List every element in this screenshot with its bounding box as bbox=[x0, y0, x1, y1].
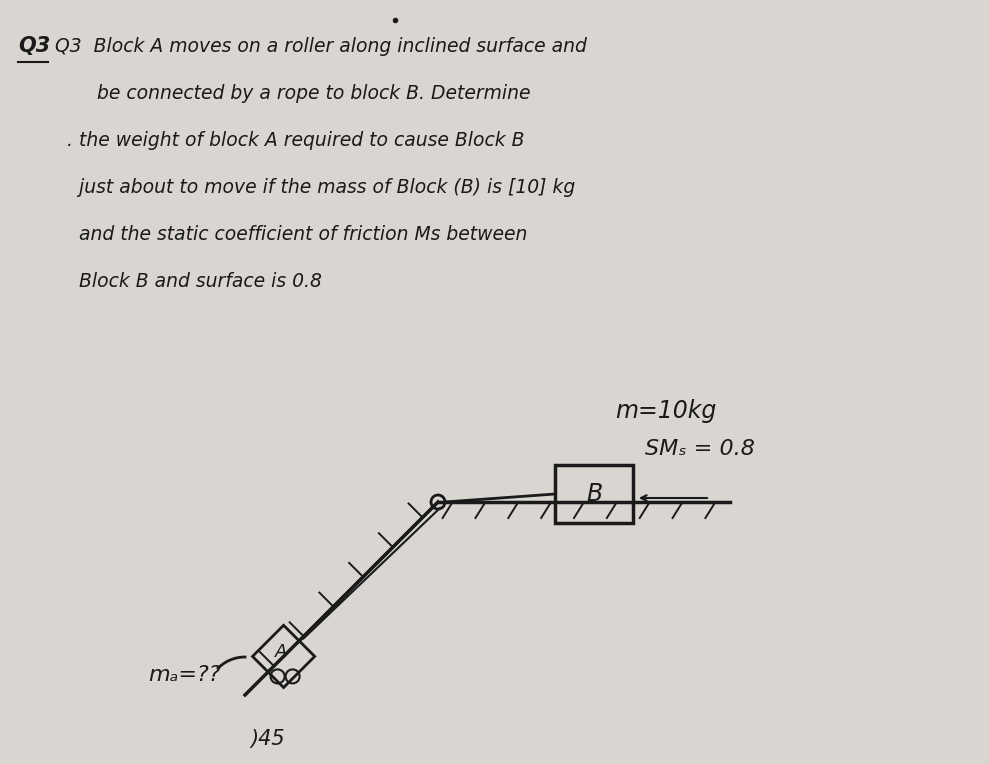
Text: just about to move if the mass of Block (B) is [10] kg: just about to move if the mass of Block … bbox=[55, 178, 576, 197]
Bar bbox=[555, 465, 633, 523]
Text: )45: )45 bbox=[250, 729, 285, 749]
Text: . the weight of block A required to cause Block B: . the weight of block A required to caus… bbox=[55, 131, 524, 150]
Text: and the static coefficient of friction Ms between: and the static coefficient of friction M… bbox=[55, 225, 527, 244]
Text: m=10kg: m=10kg bbox=[615, 399, 716, 423]
Text: A: A bbox=[275, 643, 288, 662]
Text: B: B bbox=[585, 482, 602, 506]
Text: Q3: Q3 bbox=[18, 36, 50, 56]
Text: Q3  Block A moves on a roller along inclined surface and: Q3 Block A moves on a roller along incli… bbox=[55, 37, 586, 56]
Text: SMₛ = 0.8: SMₛ = 0.8 bbox=[645, 439, 755, 459]
Text: be connected by a rope to block B. Determine: be connected by a rope to block B. Deter… bbox=[55, 84, 530, 103]
Text: mₐ=??: mₐ=?? bbox=[148, 665, 221, 685]
Text: Block B and surface is 0.8: Block B and surface is 0.8 bbox=[55, 272, 321, 291]
